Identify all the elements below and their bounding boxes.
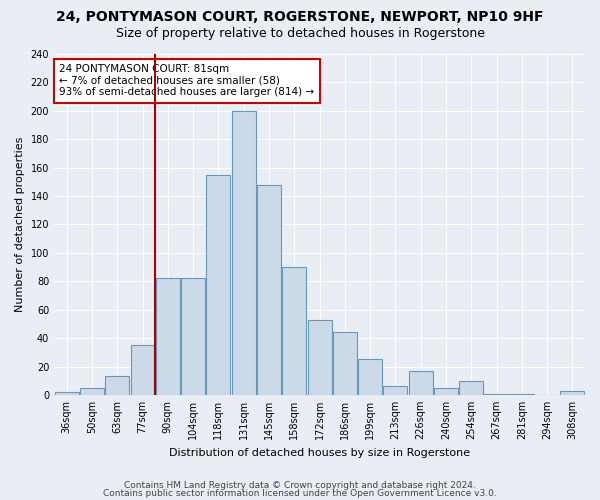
Text: Size of property relative to detached houses in Rogerstone: Size of property relative to detached ho… bbox=[115, 28, 485, 40]
Y-axis label: Number of detached properties: Number of detached properties bbox=[15, 137, 25, 312]
Bar bbox=[257, 184, 281, 395]
Bar bbox=[55, 392, 79, 395]
Bar bbox=[282, 267, 306, 395]
Bar bbox=[181, 278, 205, 395]
Bar bbox=[383, 386, 407, 395]
Bar bbox=[206, 174, 230, 395]
Bar bbox=[434, 388, 458, 395]
Bar bbox=[105, 376, 129, 395]
Bar bbox=[333, 332, 357, 395]
Text: 24 PONTYMASON COURT: 81sqm
← 7% of detached houses are smaller (58)
93% of semi-: 24 PONTYMASON COURT: 81sqm ← 7% of detac… bbox=[59, 64, 314, 98]
Text: Contains HM Land Registry data © Crown copyright and database right 2024.: Contains HM Land Registry data © Crown c… bbox=[124, 481, 476, 490]
Bar bbox=[358, 360, 382, 395]
Bar bbox=[409, 371, 433, 395]
Bar bbox=[131, 345, 155, 395]
Bar bbox=[510, 394, 534, 395]
Text: 24, PONTYMASON COURT, ROGERSTONE, NEWPORT, NP10 9HF: 24, PONTYMASON COURT, ROGERSTONE, NEWPOR… bbox=[56, 10, 544, 24]
Bar bbox=[308, 320, 332, 395]
Bar bbox=[484, 394, 509, 395]
Bar bbox=[560, 390, 584, 395]
Bar bbox=[80, 388, 104, 395]
Text: Contains public sector information licensed under the Open Government Licence v3: Contains public sector information licen… bbox=[103, 488, 497, 498]
Bar bbox=[232, 111, 256, 395]
Bar bbox=[156, 278, 180, 395]
X-axis label: Distribution of detached houses by size in Rogerstone: Distribution of detached houses by size … bbox=[169, 448, 470, 458]
Bar bbox=[459, 380, 483, 395]
